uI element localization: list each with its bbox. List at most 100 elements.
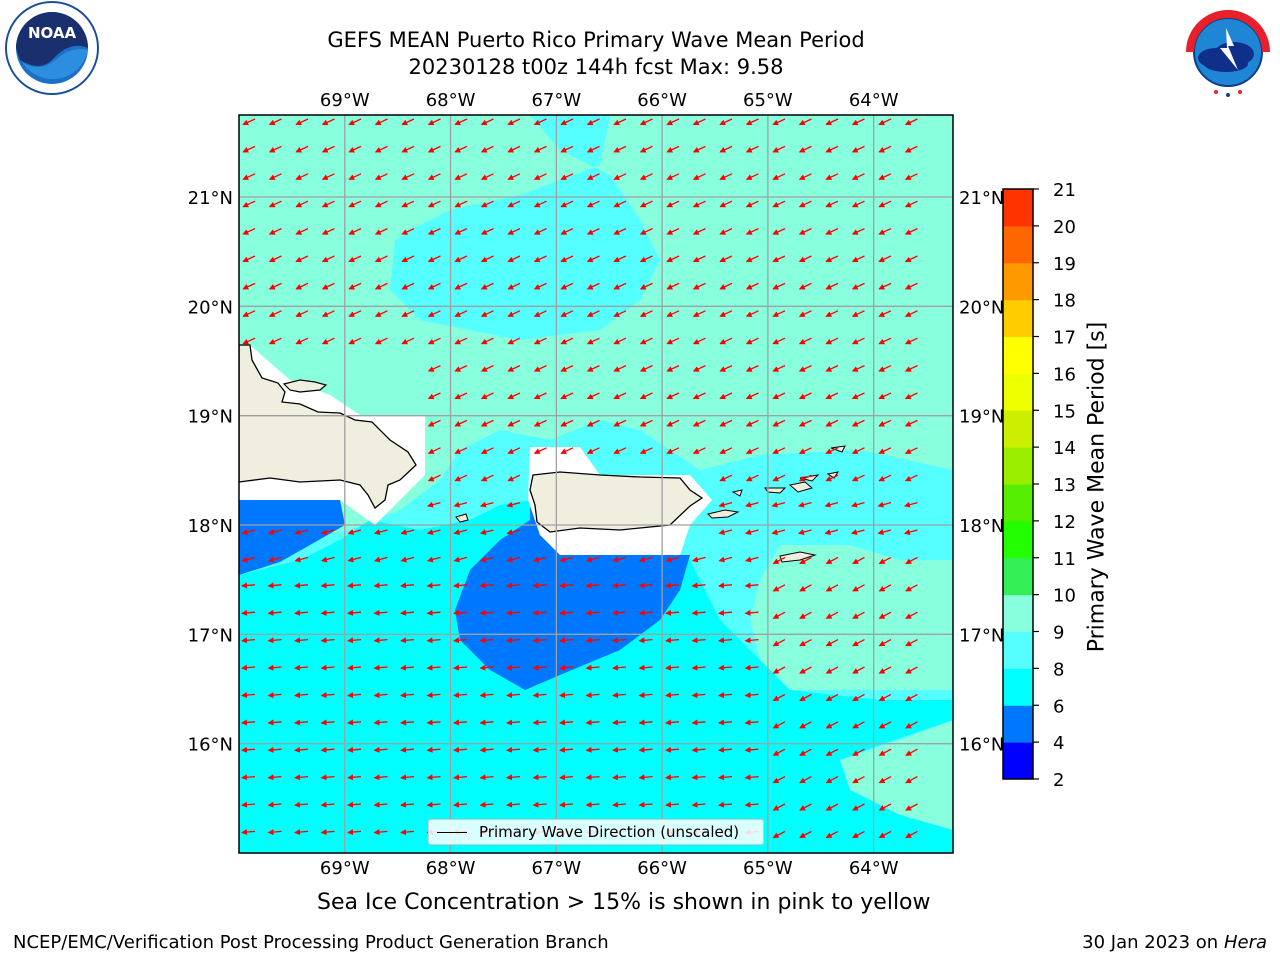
lon-tick-label-bottom: 65°W [743,858,793,879]
wave-arrow [878,310,892,317]
wave-arrow [718,501,733,508]
wave-arrow [666,173,680,180]
colorbar-label: Primary Wave Mean Period [s] [1084,321,1110,653]
wave-arrow [295,228,309,235]
wave-arrow [559,609,574,616]
wave-arrow [374,118,388,126]
wave-arrow [348,118,362,126]
wave-arrow [479,637,494,644]
wave-arrow [373,529,388,535]
wave-arrow [639,282,653,290]
wave-arrow [613,337,627,345]
wave-arrow [454,337,468,345]
wave-arrow [560,419,574,427]
wave-arrow [507,310,521,317]
wave-arrow [905,803,918,811]
wave-arrow [453,529,468,535]
wave-arrow [904,145,918,153]
wave-arrow [295,255,309,263]
wave-arrow [268,282,282,290]
wave-arrow [639,228,653,235]
wave-arrow [613,255,627,263]
colorbar-tick-label: 6 [1053,696,1064,717]
wave-arrow [453,582,468,589]
map-gridlines [239,115,953,853]
wave-arrow [321,255,335,263]
wave-arrow [878,803,892,811]
colorbar-segment [1003,373,1033,411]
wave-arrow [347,609,362,616]
wave-arrow [639,337,653,345]
wave-arrow [400,801,415,808]
wave-arrow [772,803,786,811]
wave-arrow [878,228,892,235]
wave-arrow [533,200,547,208]
wave-arrow [533,447,547,454]
wave-arrow [321,118,335,126]
wave-arrow [718,582,733,589]
wave-arrow [692,365,706,372]
wave-arrow [374,200,388,208]
wave-arrow [507,282,521,290]
wave-arrow [242,173,256,180]
wave-arrow [295,118,309,126]
wave-arrow [348,228,362,235]
wave-arrow [295,200,309,208]
wave-arrow [480,173,494,180]
wave-arrow [241,774,256,781]
wave-arrow [877,501,892,508]
wave-arrow [533,118,547,126]
wave-arrow [744,746,759,753]
wave-arrow [878,419,892,427]
wave-arrow [347,692,362,699]
wave-arrow [878,392,892,400]
wave-arrow [772,337,786,345]
wave-arrow [825,474,839,482]
wave-arrow [426,501,441,508]
wave-arrow [852,803,865,811]
wave-arrow [719,365,733,372]
wave-arrow [507,392,521,400]
wave-arrow [798,118,812,126]
wave-arrow [745,474,759,482]
wave-arrow [373,719,388,726]
period-field-6-8 [239,500,953,853]
wave-arrow [692,145,706,153]
wave-arrow [665,664,680,671]
wave-arrow [798,282,812,290]
wave-arrow [506,719,521,726]
wave-arrow [798,365,812,372]
wave-arrow [798,392,812,400]
nws-logo-icon [1180,4,1276,100]
wave-arrow [241,637,256,644]
colorbar-segment [1003,668,1033,706]
lon-tick-label-top: 65°W [743,90,793,111]
colorbar-segment [1003,447,1033,485]
wave-arrow [401,337,415,345]
colorbar-segment [1003,520,1033,559]
wave-arrow [772,419,786,427]
wave-arrow [320,801,335,808]
wave-arrow [348,173,362,180]
wave-arrow [426,664,441,671]
wave-arrow [744,529,759,535]
wave-arrow [401,282,415,290]
wave-arrow [904,173,918,180]
wave-arrow [798,447,812,454]
lat-tick-label-left: 17°N [188,625,233,646]
wave-arrow [559,692,574,699]
wave-arrow [506,774,521,781]
wave-arrow [639,255,653,263]
wave-arrow [294,582,309,589]
wave-arrow [320,692,335,699]
wave-arrow [373,609,388,616]
wave-arrow [852,611,865,619]
wave-arrow [560,392,574,400]
wave-arrow [744,609,759,616]
wave-arrow [638,556,653,563]
lon-tick-label-top: 69°W [320,90,370,111]
wave-arrow [851,447,865,454]
wave-arrow [825,419,839,427]
wave-arrow [242,228,256,235]
wave-arrow [586,118,600,126]
